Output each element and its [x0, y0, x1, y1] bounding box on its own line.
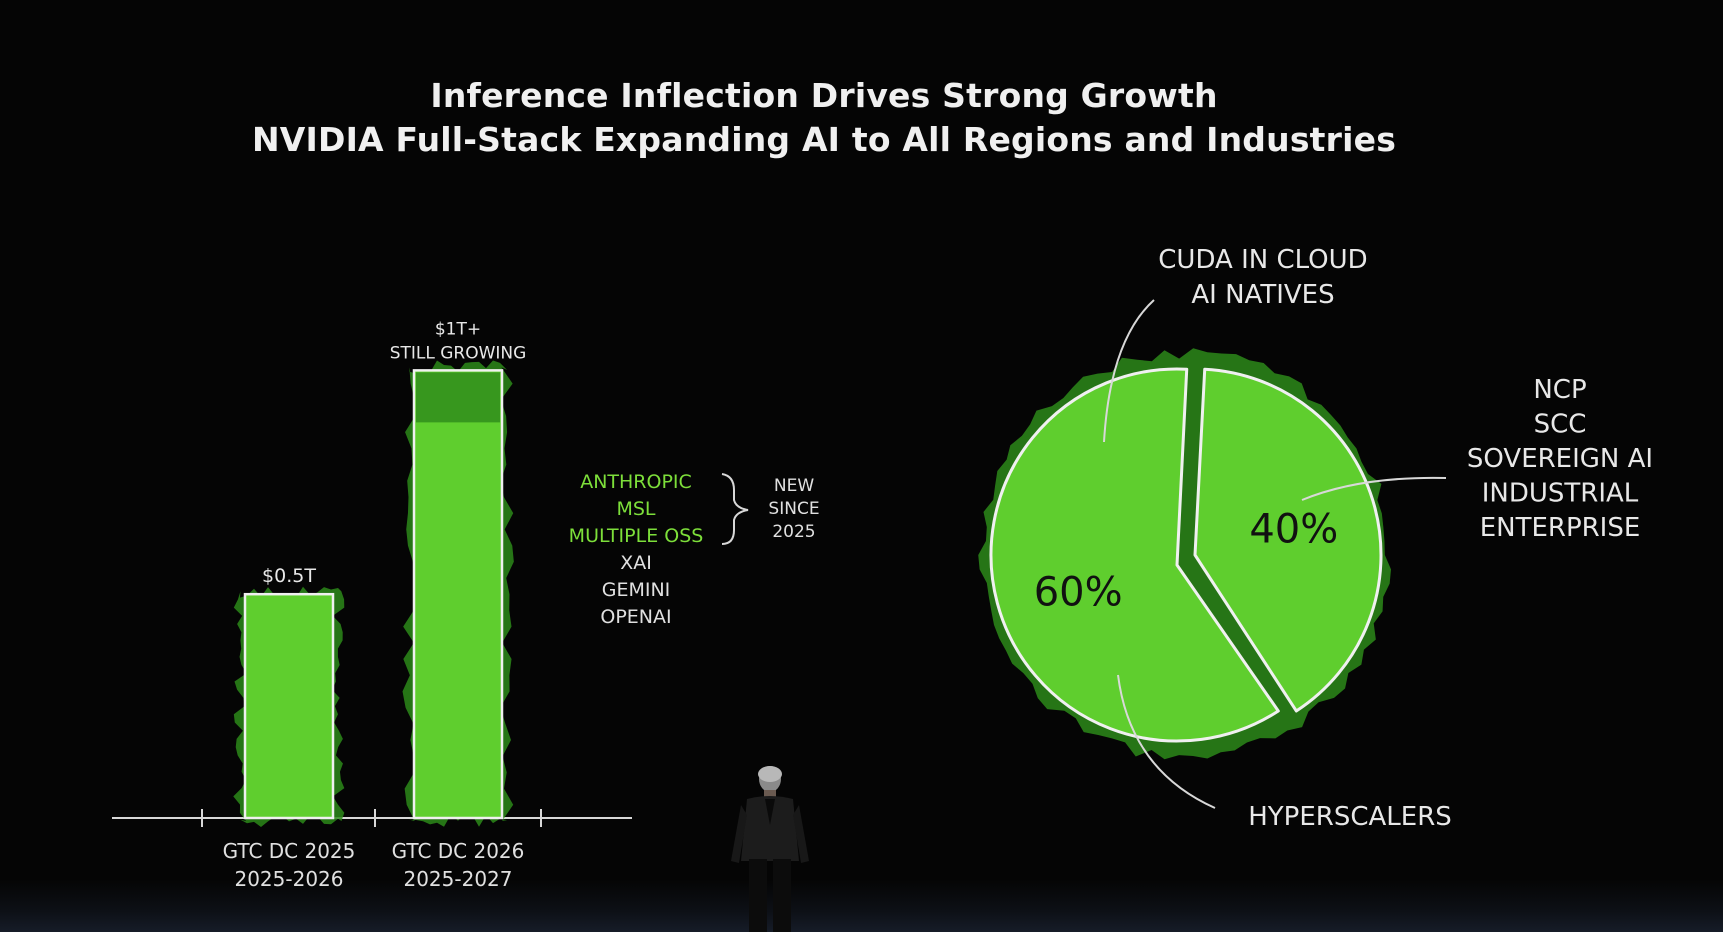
- pie-slice-label: 40%: [1249, 507, 1338, 553]
- pie-callout-label: ENTERPRISE: [1480, 513, 1641, 543]
- pie-callout-label: HYPERSCALERS: [1248, 802, 1452, 832]
- pie-callout-label: INDUSTRIAL: [1482, 479, 1639, 509]
- pie-callout-label: NCP: [1533, 375, 1586, 405]
- pie-callout-label: CUDA IN CLOUD: [1158, 245, 1367, 275]
- pie-callout-label: SOVEREIGN AI: [1467, 444, 1653, 474]
- pie-callout-label: AI NATIVES: [1191, 280, 1334, 310]
- pie-callout-label: SCC: [1534, 410, 1587, 440]
- presenter-figure: [725, 765, 815, 932]
- pie-slice-label: 60%: [1034, 569, 1123, 615]
